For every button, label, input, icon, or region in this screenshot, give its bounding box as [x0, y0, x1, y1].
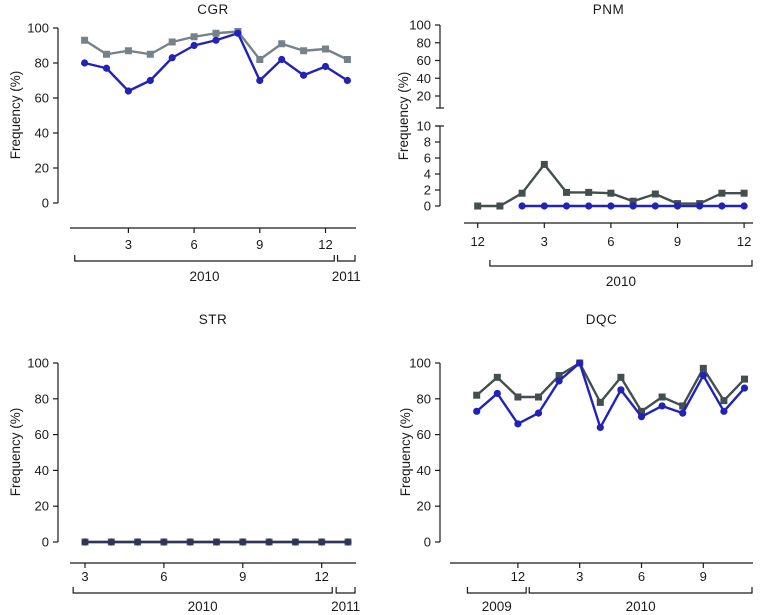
- svg-text:2009: 2009: [482, 599, 512, 614]
- svg-text:6: 6: [607, 234, 614, 249]
- svg-text:2011: 2011: [332, 269, 361, 284]
- svg-text:40: 40: [35, 463, 49, 478]
- svg-text:20: 20: [417, 89, 431, 104]
- x-axis: 12 3 6 9 12: [464, 222, 753, 249]
- chart-title-dqc: DQC: [585, 312, 618, 327]
- svg-text:12: 12: [737, 234, 751, 249]
- svg-text:6: 6: [190, 237, 197, 252]
- svg-text:9: 9: [239, 569, 246, 584]
- series-blue-circles: [81, 29, 351, 95]
- svg-text:6: 6: [160, 569, 167, 584]
- svg-text:100: 100: [27, 21, 49, 36]
- svg-text:12: 12: [511, 569, 525, 584]
- svg-text:6: 6: [638, 569, 645, 584]
- svg-text:12: 12: [318, 237, 332, 252]
- x-axis: 3 6 9 12: [70, 562, 356, 584]
- svg-text:0: 0: [424, 535, 431, 550]
- chart-title-str: STR: [198, 312, 228, 327]
- svg-text:9: 9: [674, 234, 681, 249]
- svg-text:100: 100: [409, 356, 431, 371]
- svg-text:60: 60: [35, 427, 49, 442]
- svg-text:3: 3: [576, 569, 583, 584]
- svg-text:9: 9: [700, 569, 707, 584]
- svg-text:60: 60: [417, 53, 431, 68]
- svg-text:80: 80: [417, 35, 431, 50]
- svg-text:3: 3: [125, 237, 132, 252]
- svg-text:20: 20: [417, 499, 431, 514]
- x-axis: 12 3 6 9: [450, 562, 753, 584]
- year-brackets: 2010 2011: [74, 255, 361, 284]
- svg-text:4: 4: [424, 167, 431, 182]
- svg-text:12: 12: [470, 234, 484, 249]
- svg-text:8: 8: [424, 135, 431, 150]
- svg-text:0: 0: [42, 535, 49, 550]
- y-axis: 0 20 40 60 80 100: [409, 356, 441, 550]
- svg-text:2010: 2010: [606, 274, 636, 289]
- dqc-line-chart: 0 20 40 60 80 100 12 3 6 9 2009 2010: [409, 356, 753, 614]
- svg-text:0: 0: [42, 196, 49, 211]
- svg-text:3: 3: [81, 569, 88, 584]
- svg-text:20: 20: [35, 499, 49, 514]
- svg-text:40: 40: [417, 463, 431, 478]
- svg-text:2010: 2010: [189, 269, 219, 284]
- series-gray-squares: [81, 28, 351, 63]
- chart-title-pnm: PNM: [592, 2, 625, 17]
- svg-text:80: 80: [417, 391, 431, 406]
- svg-text:3: 3: [541, 234, 548, 249]
- svg-text:2010: 2010: [626, 599, 656, 614]
- str-line-chart: 0 20 40 60 80 100 3 6 9 12 2010 2011: [27, 356, 360, 615]
- svg-text:40: 40: [35, 126, 49, 141]
- chart-title-cgr: CGR: [197, 2, 229, 17]
- cgr-line-chart: 0 20 40 60 80 100 3 6 9 12 2010 2011: [27, 21, 361, 285]
- series-blue-circles: [473, 359, 749, 432]
- x-axis: 3 6 9 12: [70, 227, 356, 252]
- y-axis: 0 20 40 60 80 100: [27, 356, 59, 550]
- svg-text:80: 80: [35, 56, 49, 71]
- svg-text:100: 100: [409, 18, 431, 33]
- svg-text:60: 60: [35, 91, 49, 106]
- year-brackets: 2010: [489, 260, 753, 289]
- svg-text:80: 80: [35, 391, 49, 406]
- svg-text:2010: 2010: [188, 599, 218, 614]
- series-gray-squares: [474, 160, 748, 210]
- svg-text:0: 0: [424, 199, 431, 214]
- svg-text:20: 20: [35, 161, 49, 176]
- svg-text:2011: 2011: [331, 599, 360, 614]
- svg-text:2: 2: [424, 183, 431, 198]
- svg-text:40: 40: [417, 71, 431, 86]
- svg-text:12: 12: [314, 569, 328, 584]
- year-brackets: 2009 2010: [466, 587, 753, 614]
- series-blue-circles: [518, 202, 748, 210]
- svg-text:9: 9: [256, 237, 263, 252]
- y-axis: 0 20 40 60 80 100: [27, 21, 59, 211]
- svg-text:60: 60: [417, 427, 431, 442]
- svg-text:100: 100: [27, 356, 49, 371]
- svg-text:10: 10: [417, 119, 431, 134]
- series-blue-circles: [81, 538, 352, 546]
- year-brackets: 2010 2011: [72, 587, 360, 614]
- svg-text:6: 6: [424, 151, 431, 166]
